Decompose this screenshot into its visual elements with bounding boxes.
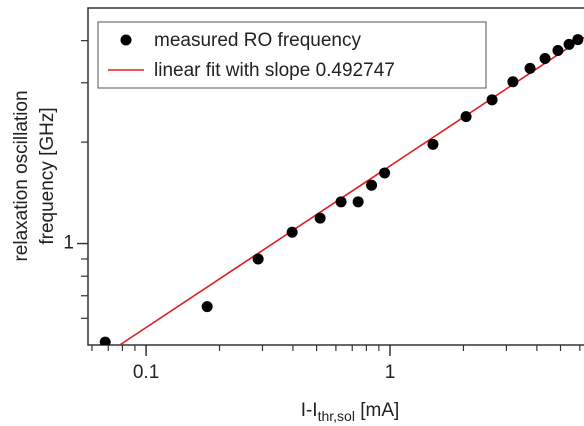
y-axis-label: relaxation oscillation frequency [GHz] [11, 90, 58, 261]
x-label-sub: thr,sol [318, 408, 355, 424]
data-point [335, 196, 347, 208]
data-point [460, 111, 472, 123]
legend-box [97, 21, 487, 89]
x-label-main: I-I [301, 400, 318, 421]
data-point [201, 301, 213, 313]
data-point [539, 53, 551, 65]
data-point [352, 196, 364, 208]
legend-marker [120, 34, 132, 46]
legend-label: measured RO frequency [154, 30, 361, 51]
data-point [507, 76, 519, 88]
data-point [563, 38, 575, 50]
x-tick-label: 1 [385, 362, 396, 383]
data-point [524, 62, 536, 74]
y-label-line: frequency [GHz] [37, 107, 58, 244]
data-point [572, 34, 584, 46]
data-point [366, 179, 378, 191]
x-tick-label: 0.1 [133, 362, 159, 383]
y-tick-label: 1 [63, 233, 74, 254]
data-point [314, 212, 326, 224]
x-axis-label: I-Ithr,sol [mA] [301, 400, 400, 424]
data-point [486, 94, 498, 106]
data-point [427, 138, 439, 150]
data-point [99, 336, 111, 345]
plot-area [99, 34, 584, 345]
x-label-unit: [mA] [355, 400, 399, 421]
fit-line [119, 36, 584, 345]
data-point [379, 167, 391, 179]
legend-label: linear fit with slope 0.492747 [154, 60, 395, 81]
data-point [252, 253, 264, 265]
data-point [552, 44, 564, 56]
data-point [286, 226, 298, 238]
y-label-line: relaxation oscillation [11, 90, 32, 261]
